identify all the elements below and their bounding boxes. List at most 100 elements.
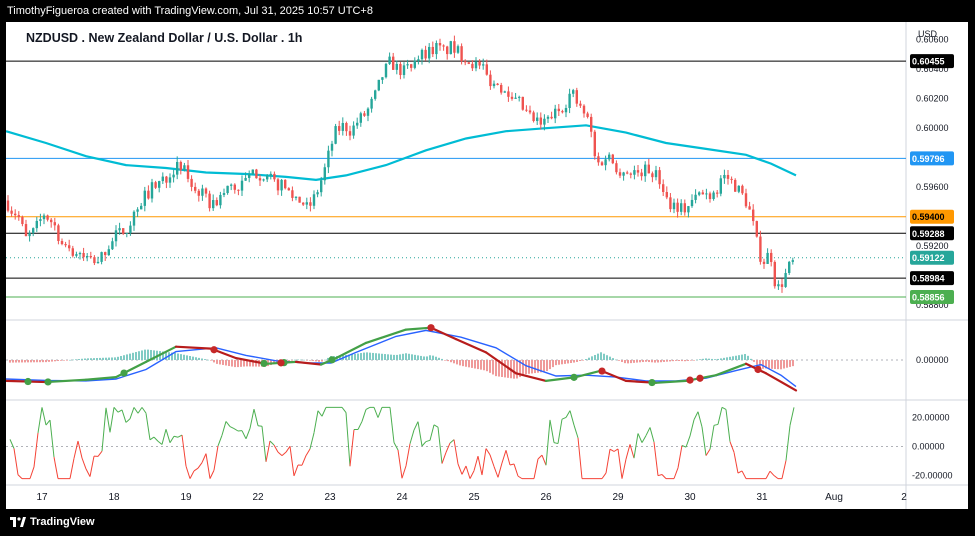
- oscillator-tick-label: 0.00000: [912, 442, 945, 452]
- macd-histogram-bar: [555, 360, 557, 366]
- oscillator-line-segment: [545, 419, 551, 466]
- oscillator-line-segment: [413, 421, 419, 431]
- macd-histogram-bar: [309, 360, 311, 361]
- time-tick-label: 25: [468, 492, 480, 503]
- macd-histogram-bar: [738, 355, 740, 360]
- macd-histogram-bar: [606, 355, 608, 360]
- macd-histogram-bar: [714, 359, 716, 360]
- macd-line-segment: [294, 360, 323, 366]
- macd-histogram-bar: [72, 359, 74, 361]
- macd-histogram-bar: [108, 357, 110, 360]
- candle-body: [590, 116, 593, 132]
- candle-body: [449, 41, 452, 55]
- oscillator-line-segment: [133, 407, 139, 414]
- macd-histogram-bar: [171, 352, 173, 360]
- oscillator-line-segment: [169, 435, 175, 443]
- macd-cross-up-dot: [648, 378, 656, 387]
- macd-histogram-bar: [603, 353, 605, 360]
- oscillator-line-segment: [373, 407, 379, 418]
- macd-histogram-bar: [39, 360, 41, 363]
- candle-body: [406, 64, 409, 66]
- oscillator-line-segment: [161, 429, 167, 445]
- macd-histogram-bar: [687, 360, 689, 361]
- macd-histogram-bar: [375, 353, 377, 360]
- candle-body: [352, 125, 355, 136]
- oscillator-line-segment: [609, 448, 615, 452]
- macd-histogram-bar: [318, 360, 320, 362]
- candle-body: [780, 284, 784, 287]
- oscillator-line-segment: [541, 454, 547, 466]
- macd-histogram-bar: [522, 360, 524, 376]
- macd-histogram-bar: [138, 351, 140, 360]
- macd-histogram-bar: [411, 354, 413, 360]
- macd-histogram-bar: [651, 360, 653, 363]
- chart-area[interactable]: USD0.606000.604000.602000.600000.598000.…: [4, 22, 968, 509]
- candle-body: [233, 184, 236, 190]
- macd-cross-down-dot: [210, 346, 218, 354]
- candle-body: [305, 202, 308, 205]
- candle-body: [132, 211, 136, 226]
- macd-histogram-bar: [780, 360, 782, 370]
- candle-body: [636, 170, 640, 173]
- macd-histogram-bar: [90, 358, 92, 360]
- candle-body: [86, 256, 89, 258]
- macd-histogram-bar: [192, 356, 194, 360]
- macd-tick-label: 0.00000: [916, 355, 949, 365]
- time-tick-label: 29: [612, 492, 624, 503]
- candle-body: [622, 172, 625, 176]
- candle-body: [287, 188, 290, 191]
- macd-histogram-bar: [396, 354, 398, 360]
- macd-histogram-bar: [405, 353, 407, 360]
- macd-histogram-bar: [120, 356, 122, 360]
- oscillator-line-segment: [561, 416, 567, 420]
- oscillator-line-segment: [469, 470, 475, 479]
- oscillator-line-segment: [457, 463, 463, 475]
- oscillator-line-segment: [377, 407, 383, 418]
- macd-histogram-bar: [537, 360, 539, 373]
- candle-body: [564, 107, 568, 113]
- oscillator-line-segment: [673, 467, 679, 479]
- oscillator-line-segment: [605, 449, 611, 474]
- candle-body: [626, 172, 629, 174]
- candle-body: [492, 83, 496, 87]
- price-tag-label: 0.59288: [912, 229, 945, 239]
- candle-body: [57, 225, 60, 242]
- oscillator-line-segment: [229, 426, 235, 430]
- oscillator-line-segment: [289, 446, 295, 476]
- oscillator-line-segment: [637, 433, 643, 443]
- macd-histogram-bar: [753, 360, 755, 362]
- candle-body: [82, 252, 85, 258]
- macd-histogram-bar: [609, 356, 611, 360]
- macd-histogram-bar: [408, 353, 410, 360]
- macd-histogram-bar: [681, 360, 683, 362]
- oscillator-line-segment: [437, 427, 443, 464]
- macd-histogram-bar: [15, 360, 17, 363]
- macd-histogram-bar: [495, 360, 497, 377]
- candle-body: [446, 46, 449, 55]
- oscillator-line-segment: [501, 450, 507, 464]
- macd-histogram-bar: [207, 359, 209, 361]
- oscillator-line-segment: [513, 463, 519, 477]
- macd-histogram-bar: [357, 353, 359, 360]
- oscillator-line-segment: [441, 452, 447, 464]
- macd-histogram-bar: [543, 360, 545, 372]
- oscillator-line-segment: [557, 419, 563, 444]
- oscillator-line-segment: [361, 409, 367, 422]
- price-tag: [910, 271, 954, 286]
- macd-histogram-bar: [729, 356, 731, 360]
- macd-histogram-bar: [105, 357, 107, 360]
- price-axis: USD0.606000.604000.602000.600000.598000.…: [916, 29, 949, 310]
- macd-histogram-bar: [63, 360, 65, 361]
- oscillator-line-segment: [493, 466, 499, 478]
- macd-histogram-bar: [645, 360, 647, 362]
- macd-histogram-bar: [252, 360, 254, 367]
- candle-body: [212, 200, 215, 209]
- macd-histogram-bar: [552, 360, 554, 368]
- macd-histogram-bar: [102, 357, 104, 360]
- candle-body: [197, 190, 200, 196]
- oscillator-line-segment: [629, 444, 635, 459]
- macd-line-segment: [514, 372, 548, 382]
- price-tag-label: 0.60455: [912, 57, 945, 67]
- macd-histogram-bar: [465, 360, 467, 367]
- candle-body: [129, 225, 132, 233]
